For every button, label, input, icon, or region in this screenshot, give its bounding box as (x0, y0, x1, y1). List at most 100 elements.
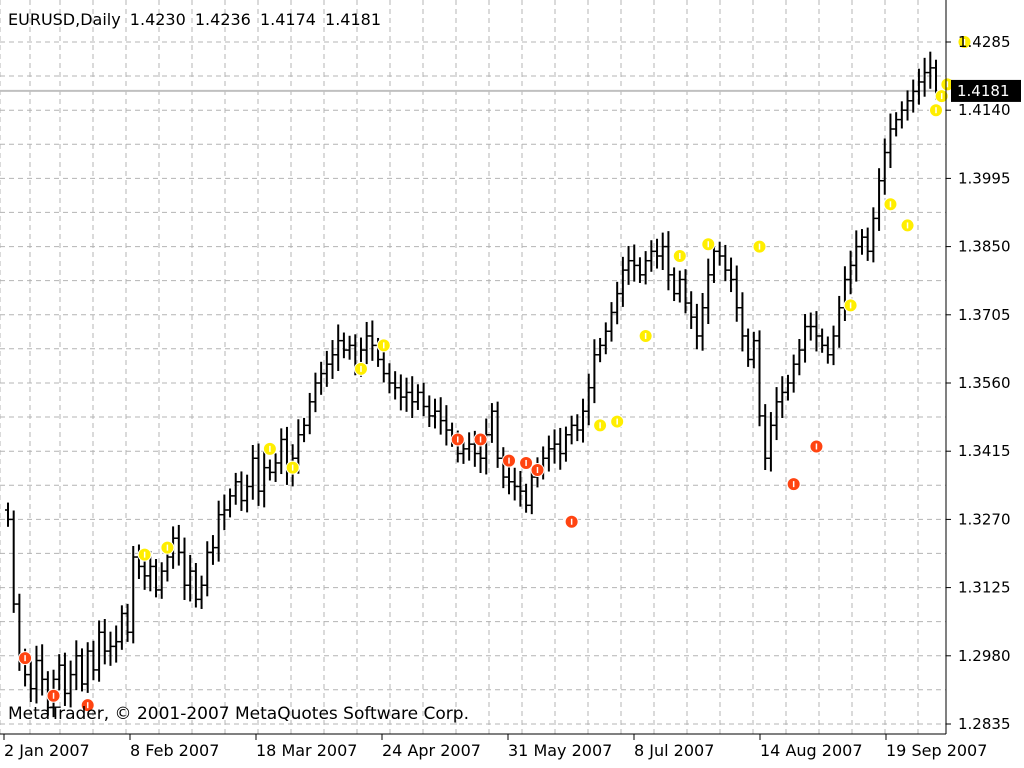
price-bar-22 (130, 545, 137, 644)
price-bar-123 (705, 258, 712, 324)
copyright-text: MetaTrader, © 2001-2007 MetaQuotes Softw… (8, 704, 469, 724)
price-bar-26 (153, 559, 160, 598)
down-fractal-3 (450, 432, 465, 447)
x-tick-label-0: 2 Jan 2007 (4, 741, 90, 760)
down-fractal-7 (530, 463, 545, 478)
price-bar-72 (414, 384, 421, 410)
price-bar-33 (192, 562, 199, 608)
price-bar-1 (10, 510, 17, 613)
price-bar-145 (830, 325, 837, 366)
price-bar-84 (483, 418, 490, 475)
price-bar-113 (648, 240, 655, 272)
price-bar-70 (403, 377, 410, 412)
price-bar-153 (876, 168, 883, 231)
x-tick-label-5: 8 Jul 2007 (634, 741, 714, 760)
price-bar-106 (608, 302, 615, 342)
price-bar-146 (836, 295, 843, 348)
price-bar-127 (728, 257, 735, 293)
price-bar-69 (397, 374, 404, 411)
y-axis: 1.4285 1.4140 1.3995 1.3850 1.3705 1.3560 1.34… (946, 33, 1011, 733)
x-tick-label-1: 8 Feb 2007 (130, 741, 219, 760)
price-bar-0 (5, 502, 11, 527)
price-bar-99 (568, 415, 575, 445)
price-bar-96 (551, 429, 558, 464)
price-bar-119 (682, 269, 689, 314)
up-fractal-4 (353, 361, 368, 376)
up-fractal-7 (610, 414, 625, 429)
price-bar-55 (318, 361, 325, 395)
current-price-box (951, 79, 1021, 102)
price-bar-147 (841, 266, 848, 322)
price-bar-137 (784, 374, 791, 401)
price-bar-120 (688, 291, 695, 329)
y-tick-label-4: 1.3705 (958, 306, 1011, 324)
price-bar-150 (858, 229, 865, 255)
fractal-markers (18, 35, 972, 713)
price-bar-152 (870, 207, 877, 263)
up-fractal-13 (883, 197, 898, 212)
up-fractal-15 (929, 103, 943, 118)
close-value: 1.4181 (325, 10, 382, 29)
price-bar-77 (443, 405, 450, 446)
price-bar-104 (597, 337, 604, 363)
price-bar-139 (796, 339, 803, 376)
price-bar-107 (614, 281, 621, 325)
y-tick-label-5: 1.3560 (958, 374, 1011, 392)
price-bar-117 (671, 267, 678, 302)
price-bar-142 (813, 311, 820, 352)
price-bar-49 (283, 426, 290, 485)
price-bar-6 (39, 644, 46, 696)
price-bar-32 (187, 554, 194, 602)
down-fractal-8 (564, 514, 579, 529)
price-bar-95 (545, 435, 552, 472)
price-bar-14 (84, 642, 91, 693)
price-bar-115 (659, 232, 666, 271)
price-bar-59 (340, 332, 347, 359)
y-tick-label-6: 1.3415 (958, 442, 1011, 460)
price-bar-116 (665, 231, 672, 291)
up-fractal-17 (940, 77, 955, 92)
price-bar-126 (722, 244, 729, 282)
price-bar-121 (693, 303, 700, 350)
price-bar-37 (215, 500, 222, 562)
up-fractal-5 (376, 338, 391, 353)
price-bar-45 (261, 451, 268, 508)
price-bar-125 (716, 241, 723, 266)
price-bar-20 (118, 605, 125, 650)
price-bar-128 (733, 265, 740, 322)
price-bar-118 (676, 270, 683, 303)
price-bar-30 (175, 524, 182, 566)
price-bar-15 (90, 640, 97, 681)
current-price-label: 1.4181 (951, 79, 1021, 102)
price-bar-154 (881, 138, 888, 195)
price-bar-17 (101, 619, 108, 665)
price-bar-64 (369, 320, 376, 361)
price-bar-133 (762, 404, 769, 471)
price-bar-135 (773, 387, 780, 441)
price-bar-52 (301, 417, 308, 443)
down-fractal-9 (786, 477, 801, 492)
y-tick-label-1: 1.4140 (958, 101, 1011, 119)
price-bar-60 (346, 335, 353, 360)
price-bar-86 (494, 401, 501, 468)
up-fractal-0 (137, 547, 152, 562)
price-bar-85 (488, 403, 495, 443)
price-bar-57 (329, 340, 336, 379)
price-bar-21 (124, 603, 131, 642)
price-bar-19 (113, 625, 120, 663)
price-bar-71 (409, 376, 416, 419)
low-value: 1.4174 (259, 10, 316, 29)
price-bar-38 (221, 494, 228, 531)
y-tick-label-3: 1.3850 (958, 238, 1011, 256)
down-fractal-2 (80, 698, 95, 713)
price-bar-74 (426, 395, 433, 427)
y-tick-label-2: 1.3995 (958, 169, 1011, 187)
price-bar-90 (517, 471, 524, 507)
price-bar-105 (602, 322, 609, 355)
price-bar-35 (204, 541, 211, 597)
current-price-text: 1.4181 (957, 82, 1010, 100)
price-bar-111 (636, 257, 643, 283)
price-bar-155 (887, 113, 894, 168)
up-fractal-14 (900, 218, 915, 233)
